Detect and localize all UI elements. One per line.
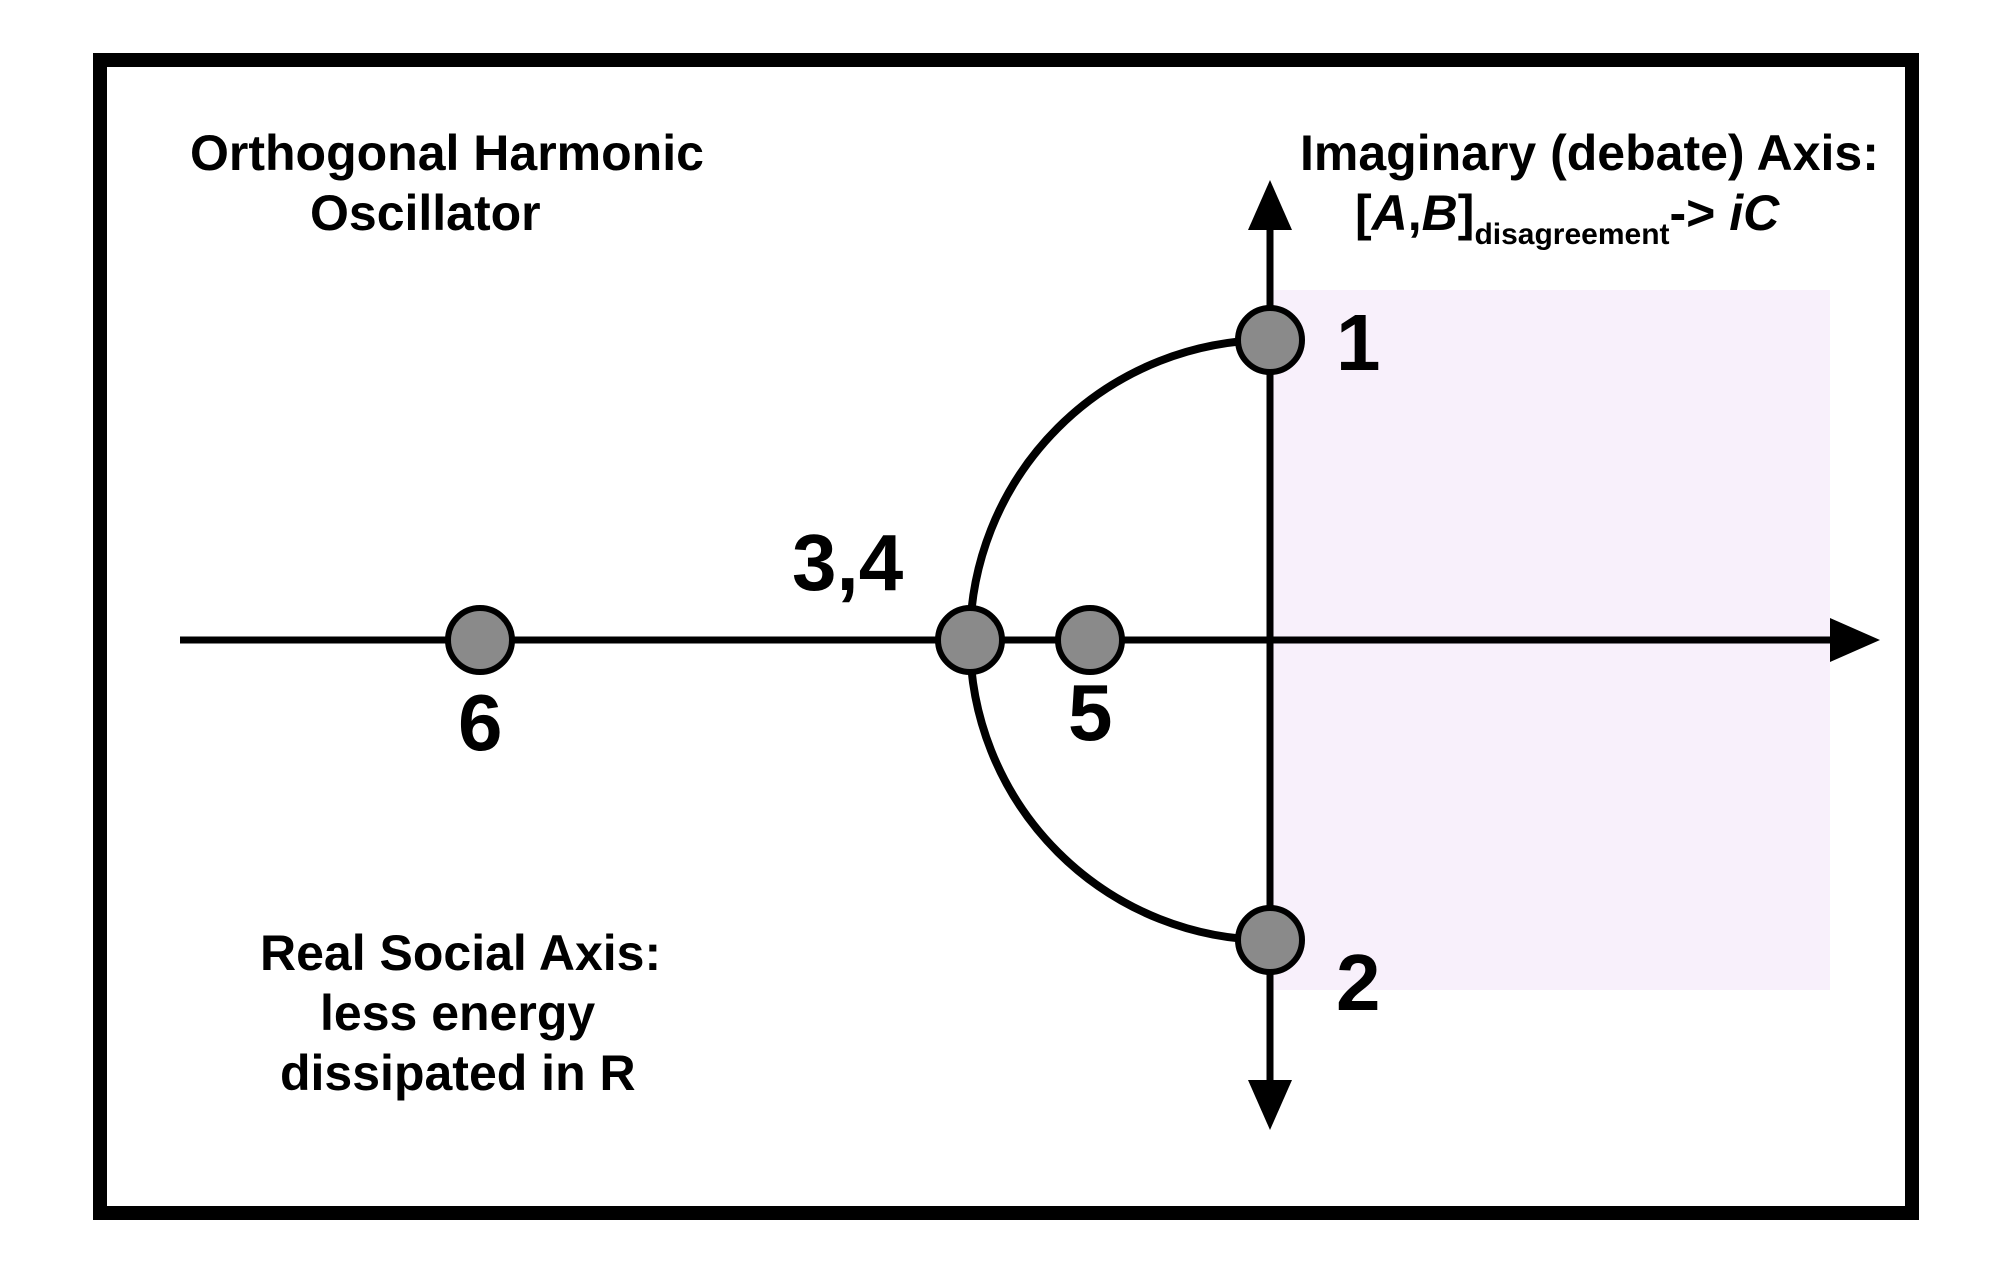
- formula-subscript: disagreement: [1474, 218, 1669, 251]
- node-5: [1058, 608, 1122, 672]
- node-label-6: 6: [458, 678, 503, 767]
- formula-iC: iC: [1715, 185, 1780, 241]
- x-axis-arrow-icon: [1830, 618, 1880, 662]
- bottom-left-line1: Real Social Axis:: [260, 925, 661, 981]
- formula-comma: ,: [1408, 185, 1422, 241]
- node-1: [1238, 308, 1302, 372]
- node-6: [448, 608, 512, 672]
- y-axis-arrow-up-icon: [1248, 180, 1292, 230]
- node-34: [938, 608, 1002, 672]
- bottom-left-line3: dissipated in R: [280, 1045, 636, 1101]
- formula-bracket-open: [: [1355, 185, 1372, 241]
- title-left-line1: Orthogonal Harmonic: [190, 125, 704, 181]
- formula-A: A: [1370, 185, 1408, 241]
- bottom-left-line2: less energy: [320, 985, 595, 1041]
- node-label-2: 2: [1336, 938, 1381, 1027]
- formula-arrow: ->: [1670, 185, 1716, 241]
- node-label-34: 3,4: [792, 518, 904, 607]
- node-label-5: 5: [1068, 668, 1113, 757]
- formula-bracket-close: ]: [1458, 185, 1475, 241]
- diagram-svg: 1 2 3,4 5 6 Orthogonal Harmonic Oscillat…: [0, 0, 2012, 1273]
- title-left-line2: Oscillator: [310, 185, 541, 241]
- y-axis-arrow-down-icon: [1248, 1080, 1292, 1130]
- node-label-1: 1: [1336, 298, 1381, 387]
- title-right-line1: Imaginary (debate) Axis:: [1300, 125, 1879, 181]
- title-right-formula: [A,B]disagreement-> iC: [1355, 185, 1780, 251]
- node-2: [1238, 908, 1302, 972]
- formula-B: B: [1422, 185, 1458, 241]
